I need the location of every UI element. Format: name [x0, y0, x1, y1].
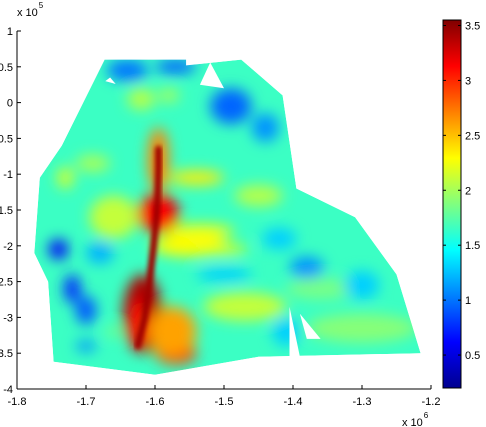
x-tick-label: -1.8 — [8, 396, 27, 408]
domain-hole-3 — [299, 313, 321, 339]
heatmap-region-21 — [155, 59, 197, 74]
heatmap-region-25 — [48, 239, 69, 260]
x-tick-label: -1.7 — [77, 396, 96, 408]
x-axis-exponent: x 106 — [402, 411, 429, 427]
heatmap-region-18 — [306, 313, 418, 343]
colorbar-ticks: 3.5 3 2.5 2 1.5 1 0.5 — [443, 20, 480, 362]
heatmap-region-6 — [148, 306, 197, 357]
heatmap-region-30 — [344, 270, 380, 300]
y-tick-label: -4 — [3, 384, 13, 396]
heatmap-region-19 — [286, 278, 356, 300]
colorbar-tick-label: 3 — [465, 75, 471, 87]
heatmap-region-27 — [75, 295, 97, 325]
y-tick-label: 0.5 — [0, 62, 13, 74]
domain-hole-1 — [199, 62, 224, 89]
heatmap-region-17 — [186, 244, 249, 255]
y-axis-exponent: x 105 — [17, 1, 44, 19]
y-tick-label: 0 — [7, 98, 13, 110]
x-axis-ticks: -1.8 -1.7 -1.6 -1.5 -1.4 -1.3 -1.2 — [8, 385, 441, 408]
x-tick-label: -1.6 — [146, 396, 165, 408]
plot-area — [34, 59, 421, 375]
colorbar-tick-label: 3.5 — [465, 20, 480, 32]
y-tick-label: -2.5 — [0, 277, 13, 289]
y-tick-label: -2 — [3, 241, 13, 253]
y-tick-label: -0.5 — [0, 133, 13, 145]
colorbar-tick-label: 1.5 — [465, 240, 480, 252]
colorbar-tick-label: 1 — [465, 295, 471, 307]
colorbar-gradient — [442, 19, 462, 389]
heatmap-region-22 — [106, 59, 149, 82]
y-tick-label: -3 — [3, 312, 13, 324]
heatmap-holes — [105, 62, 321, 361]
x-tick-label: -1.4 — [284, 396, 303, 408]
y-axis-ticks: 1 0.5 0 -0.5 -1 -1.5 -2 -2.5 -3 -3.5 -4 — [0, 26, 21, 396]
heatmap-region-9 — [165, 224, 235, 239]
domain-hole-4 — [105, 77, 116, 84]
heatmap-region-32 — [86, 242, 114, 264]
x-tick-label: -1.5 — [215, 396, 234, 408]
heatmap-region-11 — [234, 184, 283, 207]
y-tick-label: 1 — [7, 26, 13, 38]
colorbar-tick-label: 2.5 — [465, 130, 480, 142]
heatmap-region-10 — [89, 195, 138, 239]
heatmap-region-31 — [196, 267, 252, 282]
heatmap-region-29 — [261, 227, 297, 250]
y-tick-label: -1.5 — [0, 205, 13, 217]
heatmap-region-7 — [168, 170, 224, 185]
heatmap-region-23 — [210, 88, 252, 125]
heatmap-region-14 — [158, 88, 180, 103]
heatmap-region-16 — [57, 167, 74, 189]
heatmap-region-15 — [75, 154, 111, 173]
x-tick-label: -1.2 — [422, 396, 441, 408]
colorbar-tick-label: 2 — [465, 185, 471, 197]
heatmap-region-20 — [105, 327, 122, 337]
heatmap-region-24 — [251, 113, 280, 142]
heatmap-region-13 — [127, 88, 155, 110]
heatmap-region-26 — [63, 274, 81, 304]
heatmap-region-33 — [75, 340, 97, 352]
x-tick-label: -1.3 — [353, 396, 372, 408]
heatmap-field — [34, 59, 421, 375]
axes: -1.8 -1.7 -1.6 -1.5 -1.4 -1.3 -1.2 1 0.5 0 -0.5 -1… — [0, 1, 440, 427]
y-tick-label: -1 — [3, 169, 13, 181]
domain-hole-2 — [289, 306, 300, 361]
y-tick-label: -3.5 — [0, 348, 13, 360]
heatmap-channel-1 — [134, 145, 162, 350]
colorbar: 3.5 3 2.5 2 1.5 1 0.5 — [442, 19, 480, 389]
colorbar-tick-label: 0.5 — [465, 350, 480, 362]
heatmap-region-12 — [203, 292, 287, 321]
heatmap-region-28 — [289, 256, 325, 279]
